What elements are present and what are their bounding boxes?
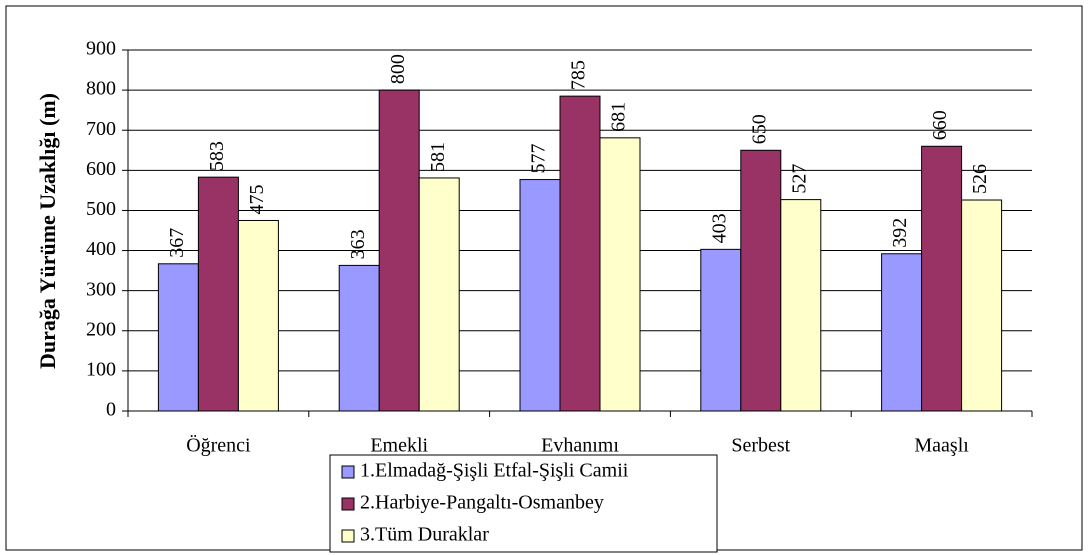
bar bbox=[599, 137, 641, 412]
y-tick-label: 200 bbox=[86, 318, 116, 340]
x-tick-label: Emekli bbox=[370, 435, 428, 457]
y-tick-label: 400 bbox=[86, 238, 116, 260]
bar bbox=[559, 95, 601, 412]
y-tick-label: 500 bbox=[86, 198, 116, 220]
bar bbox=[700, 248, 742, 412]
data-label: 403 bbox=[708, 213, 730, 243]
data-label: 660 bbox=[929, 110, 951, 140]
bar bbox=[237, 219, 279, 412]
data-label: 650 bbox=[748, 114, 770, 144]
y-tick-label: 900 bbox=[86, 38, 116, 60]
bar bbox=[780, 199, 822, 412]
data-label: 526 bbox=[969, 164, 991, 194]
data-label: 583 bbox=[206, 141, 228, 171]
y-tick-label: 700 bbox=[86, 118, 116, 140]
data-label: 581 bbox=[427, 142, 449, 172]
legend-label: 2.Harbiye-Pangaltı-Osmanbey bbox=[360, 492, 604, 514]
data-label: 681 bbox=[608, 102, 630, 132]
data-label: 800 bbox=[387, 54, 409, 84]
legend-swatch bbox=[341, 497, 355, 511]
y-axis-title: Durağa Yürüme Uzaklığı (m) bbox=[35, 93, 60, 369]
x-tick-label: Maaşlı bbox=[914, 435, 969, 457]
data-label: 367 bbox=[166, 228, 188, 258]
x-tick-label: Öğrenci bbox=[186, 434, 251, 457]
data-label: 363 bbox=[347, 229, 369, 259]
legend-swatch bbox=[341, 529, 355, 543]
bar bbox=[418, 177, 460, 412]
data-label: 785 bbox=[568, 60, 590, 90]
legend-label: 1.Elmadağ-Şişli Etfal-Şişli Camii bbox=[360, 460, 629, 482]
y-tick-label: 100 bbox=[86, 358, 116, 380]
y-tick-label: 0 bbox=[106, 399, 116, 421]
data-label: 475 bbox=[246, 184, 268, 214]
bar bbox=[740, 149, 782, 412]
y-tick-label: 800 bbox=[86, 78, 116, 100]
legend-box bbox=[329, 454, 718, 553]
legend-swatch bbox=[341, 465, 355, 479]
bar bbox=[881, 253, 923, 412]
bar bbox=[157, 263, 199, 412]
data-label: 392 bbox=[889, 218, 911, 248]
x-tick-label: Serbest bbox=[731, 435, 790, 457]
legend-label: 3.Tüm Duraklar bbox=[360, 524, 489, 546]
bar bbox=[197, 176, 239, 412]
bar bbox=[378, 89, 420, 412]
bar bbox=[921, 145, 963, 412]
y-tick-label: 600 bbox=[86, 158, 116, 180]
data-label: 527 bbox=[788, 164, 810, 194]
bar bbox=[961, 199, 1003, 412]
bar bbox=[519, 179, 561, 412]
y-tick-label: 300 bbox=[86, 278, 116, 300]
bar bbox=[338, 264, 380, 412]
data-label: 577 bbox=[528, 144, 550, 174]
x-tick-label: Evhanımı bbox=[541, 435, 619, 457]
